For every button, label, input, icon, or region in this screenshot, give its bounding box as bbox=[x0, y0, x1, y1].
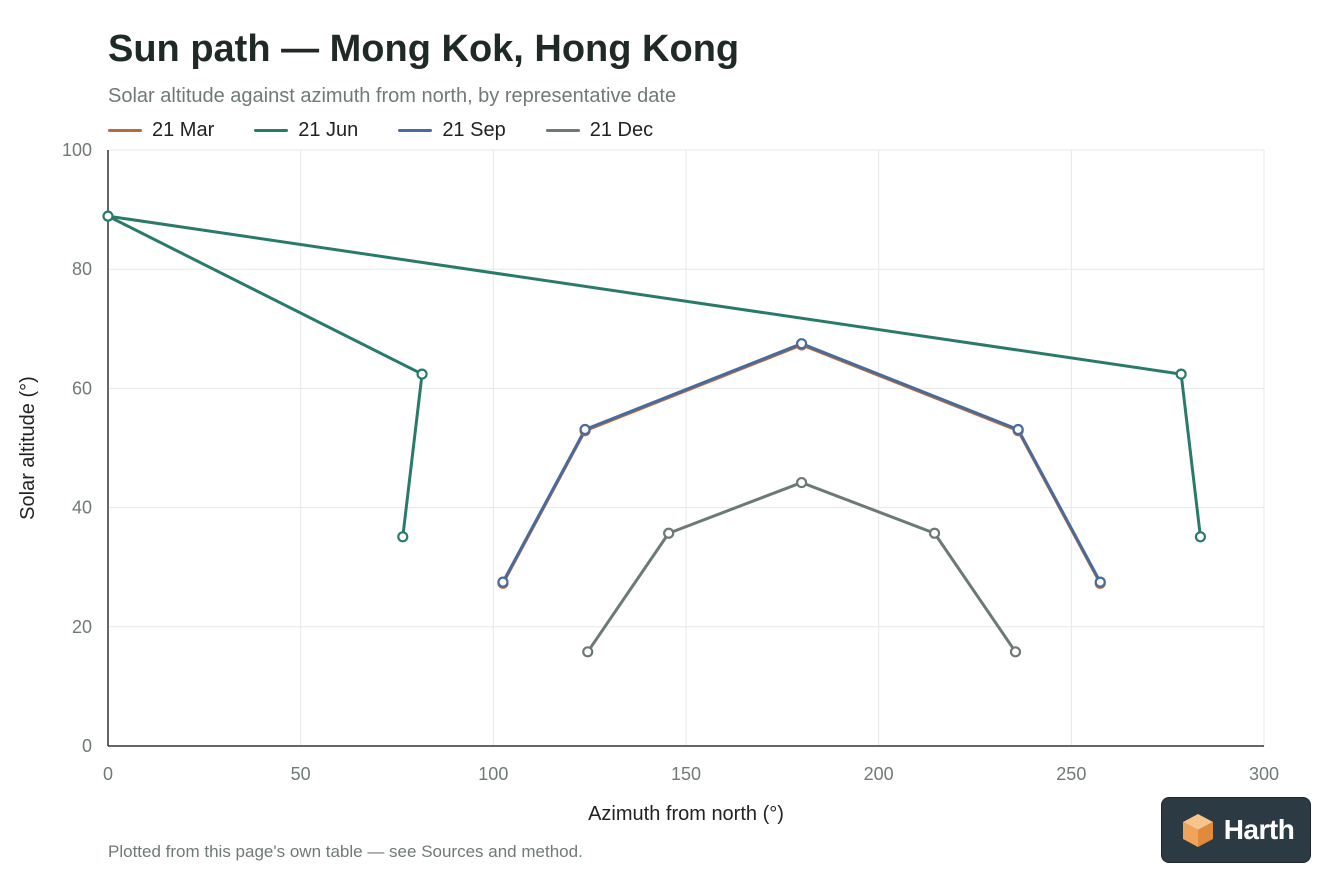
harth-logo: Harth bbox=[1162, 798, 1310, 862]
y-tick-label: 0 bbox=[82, 736, 92, 756]
data-point bbox=[1175, 368, 1187, 380]
data-point bbox=[795, 338, 808, 350]
data-point bbox=[795, 476, 808, 489]
y-tick-label: 60 bbox=[72, 378, 92, 398]
data-point bbox=[416, 368, 428, 380]
series-line-0 bbox=[501, 343, 1102, 585]
chart-title: Sun path — Mong Kok, Hong Kong bbox=[108, 28, 740, 70]
legend-label: 21 Dec bbox=[589, 119, 654, 141]
legend-swatch bbox=[108, 129, 142, 132]
x-tick-label: 300 bbox=[1249, 764, 1279, 784]
data-point bbox=[1009, 646, 1022, 658]
y-axis-label: Solar altitude (°) bbox=[17, 376, 39, 520]
data-point bbox=[1194, 531, 1207, 543]
y-tick-label: 80 bbox=[72, 259, 92, 279]
data-point bbox=[497, 576, 509, 588]
legend-label: 21 Mar bbox=[152, 119, 215, 141]
y-tick-label: 20 bbox=[72, 617, 92, 637]
data-point bbox=[663, 527, 675, 539]
data-point bbox=[928, 527, 941, 539]
x-tick-label: 100 bbox=[478, 764, 508, 784]
legend-item: 21 Mar bbox=[108, 119, 214, 142]
legend-item: 21 Jun bbox=[254, 119, 358, 142]
legend-swatch bbox=[398, 129, 433, 132]
legend-label: 21 Jun bbox=[298, 119, 359, 141]
legend-swatch bbox=[254, 129, 289, 132]
chart-legend: 21 Mar 21 Jun 21 Sep 21 Dec bbox=[108, 119, 653, 142]
y-tick-label: 40 bbox=[72, 498, 92, 518]
data-point bbox=[582, 646, 594, 658]
legend-item: 21 Sep bbox=[398, 119, 506, 142]
legend-item: 21 Dec bbox=[545, 119, 654, 142]
legend-swatch bbox=[545, 129, 580, 132]
series-line-1 bbox=[106, 214, 1202, 539]
data-point bbox=[579, 423, 591, 436]
chart-subtitle: Solar altitude against azimuth from nort… bbox=[108, 85, 677, 107]
series-line-2 bbox=[501, 342, 1102, 584]
cube-logo-icon bbox=[1182, 814, 1213, 847]
x-tick-label: 0 bbox=[103, 764, 113, 784]
logo-text: Harth bbox=[1223, 814, 1295, 845]
legend-label: 21 Sep bbox=[442, 119, 506, 141]
data-point bbox=[1094, 576, 1106, 588]
x-axis-label: Azimuth from north (°) bbox=[588, 803, 784, 825]
x-tick-label: 200 bbox=[864, 764, 894, 784]
x-tick-label: 150 bbox=[671, 764, 701, 784]
footnote: Plotted from this page's own table — see… bbox=[108, 842, 583, 861]
x-tick-label: 50 bbox=[291, 764, 311, 784]
data-point bbox=[397, 531, 409, 543]
data-point bbox=[1012, 423, 1024, 436]
data-point bbox=[102, 210, 114, 222]
x-tick-label: 250 bbox=[1056, 764, 1086, 784]
y-tick-label: 100 bbox=[62, 140, 92, 160]
